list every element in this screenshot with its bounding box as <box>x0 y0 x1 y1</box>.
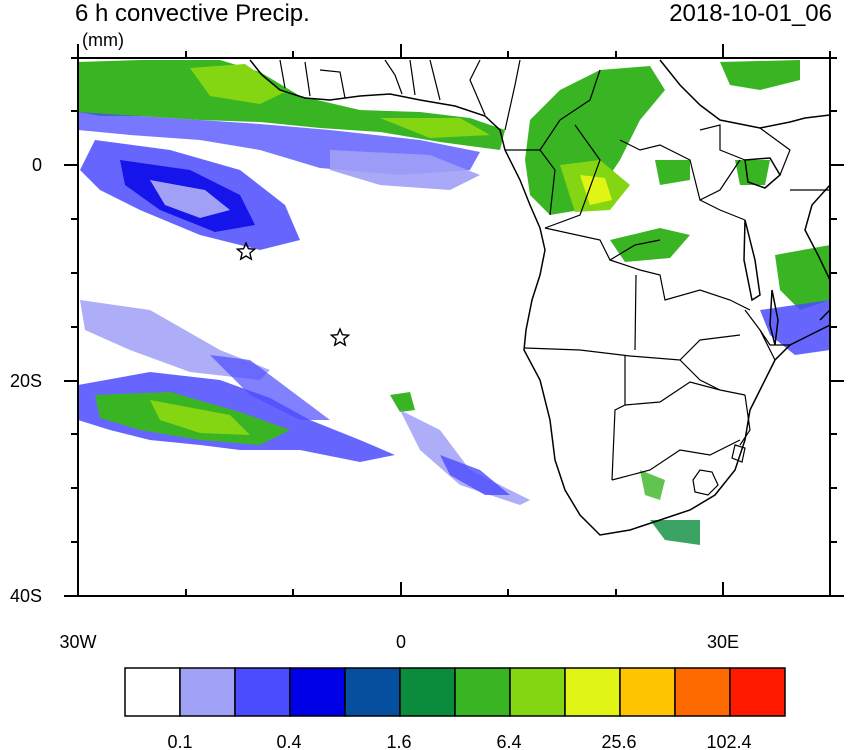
y-tick-label: 20S <box>10 371 42 391</box>
colorbar-swatch <box>124 667 181 717</box>
colorbar-swatch <box>619 667 676 717</box>
colorbar-swatch <box>509 667 566 717</box>
colorbar-swatch <box>564 667 621 717</box>
colorbar-swatch <box>729 667 786 717</box>
colorbar-swatch <box>454 667 511 717</box>
units-label: (mm) <box>82 30 124 50</box>
colorbar <box>124 667 786 717</box>
colorbar-label: 6.4 <box>496 732 521 750</box>
colorbar-swatch <box>344 667 401 717</box>
star-marker <box>235 241 257 261</box>
coastlines <box>249 59 830 536</box>
x-axis-labels: 30W 0 30E <box>59 632 739 652</box>
plot-title: 6 h convective Precip. <box>75 0 310 27</box>
colorbar-label: 102.4 <box>706 732 751 750</box>
tick-marks <box>64 44 844 597</box>
colorbar-swatch <box>674 667 731 717</box>
y-tick-label: 0 <box>32 155 42 175</box>
y-tick-label: 40S <box>10 586 42 606</box>
star-marker <box>329 327 351 347</box>
y-axis-labels: 0 20S 40S <box>10 155 42 606</box>
x-tick-label: 30E <box>707 632 739 652</box>
colorbar-label: 0.1 <box>167 732 192 750</box>
x-tick-label: 30W <box>59 632 96 652</box>
colorbar-swatch <box>399 667 456 717</box>
colorbar-label: 1.6 <box>386 732 411 750</box>
markers <box>235 241 351 347</box>
map-content <box>78 59 830 545</box>
country-borders <box>279 59 830 496</box>
x-tick-label: 0 <box>396 632 406 652</box>
timestamp: 2018-10-01_06 <box>669 0 832 27</box>
colorbar-labels: 0.1 0.4 1.6 6.4 25.6 102.4 <box>167 732 751 750</box>
colorbar-swatch <box>289 667 346 717</box>
colorbar-swatch <box>179 667 236 717</box>
precipitation-field <box>78 60 830 545</box>
colorbar-label: 25.6 <box>601 732 636 750</box>
colorbar-swatch <box>234 667 291 717</box>
colorbar-label: 0.4 <box>276 732 301 750</box>
